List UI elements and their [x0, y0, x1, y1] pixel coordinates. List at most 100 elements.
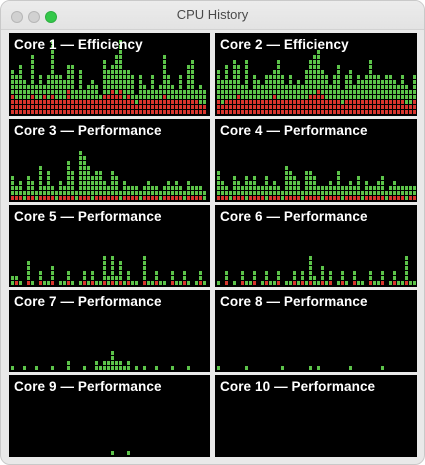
user-load-segment [365, 85, 368, 89]
user-load-segment [289, 181, 292, 185]
load-column [245, 281, 248, 285]
system-load-segment [131, 105, 134, 109]
user-load-segment [381, 90, 384, 94]
system-load-segment [163, 100, 166, 104]
user-load-segment [95, 176, 98, 180]
system-load-segment [409, 105, 412, 109]
user-load-segment [217, 70, 220, 74]
load-column [337, 281, 340, 285]
user-load-segment [39, 85, 42, 89]
load-column [245, 176, 248, 200]
user-load-segment [131, 186, 134, 190]
user-load-segment [163, 281, 166, 285]
user-load-segment [67, 186, 70, 190]
user-load-segment [265, 90, 268, 94]
user-load-segment [147, 90, 150, 94]
user-load-segment [59, 90, 62, 94]
load-column [179, 186, 182, 200]
user-load-segment [293, 90, 296, 94]
system-load-segment [265, 110, 268, 114]
user-load-segment [353, 90, 356, 94]
system-load-segment [147, 100, 150, 104]
system-load-segment [253, 281, 256, 285]
load-column [317, 366, 320, 370]
user-load-segment [187, 191, 190, 195]
title-bar[interactable]: CPU History [1, 1, 424, 30]
user-load-segment [409, 90, 412, 94]
user-load-segment [297, 90, 300, 94]
minimize-button[interactable] [28, 11, 40, 23]
system-load-segment [103, 196, 106, 200]
load-column [55, 191, 58, 200]
system-load-segment [111, 110, 114, 114]
load-column [409, 90, 412, 114]
system-load-segment [31, 196, 34, 200]
system-load-segment [51, 105, 54, 109]
load-column [225, 271, 228, 285]
user-load-segment [11, 80, 14, 84]
user-load-segment [221, 181, 224, 185]
load-column [11, 366, 14, 370]
load-column [147, 281, 150, 285]
core-8-graph: Core 8 — Performance [215, 290, 417, 372]
load-column [23, 80, 26, 114]
user-load-segment [67, 75, 70, 79]
user-load-segment [269, 90, 272, 94]
user-load-segment [301, 95, 304, 99]
zoom-button[interactable] [45, 11, 57, 23]
user-load-segment [265, 276, 268, 280]
user-load-segment [191, 186, 194, 190]
load-column [15, 276, 18, 285]
system-load-segment [313, 110, 316, 114]
user-load-segment [87, 176, 90, 180]
system-load-segment [221, 110, 224, 114]
load-column [305, 281, 308, 285]
system-load-segment [123, 100, 126, 104]
user-load-segment [47, 191, 50, 195]
user-load-segment [115, 85, 118, 89]
user-load-segment [147, 181, 150, 185]
load-column [281, 75, 284, 114]
system-load-segment [273, 105, 276, 109]
system-load-segment [143, 281, 146, 285]
system-load-segment [353, 100, 356, 104]
user-load-segment [187, 181, 190, 185]
user-load-segment [115, 276, 118, 280]
system-load-segment [71, 110, 74, 114]
user-load-segment [23, 196, 26, 200]
load-column [309, 366, 312, 370]
user-load-segment [217, 186, 220, 190]
user-load-segment [405, 191, 408, 195]
system-load-segment [87, 110, 90, 114]
user-load-segment [179, 281, 182, 285]
user-load-segment [241, 90, 244, 94]
user-load-segment [127, 451, 130, 455]
user-load-segment [39, 176, 42, 180]
user-load-segment [333, 85, 336, 89]
system-load-segment [309, 100, 312, 104]
user-load-segment [167, 191, 170, 195]
user-load-segment [369, 60, 372, 64]
user-load-segment [19, 85, 22, 89]
close-button[interactable] [11, 11, 23, 23]
load-column [241, 186, 244, 200]
user-load-segment [31, 181, 34, 185]
user-load-segment [337, 90, 340, 94]
user-load-segment [233, 80, 236, 84]
system-load-segment [301, 100, 304, 104]
user-load-segment [111, 70, 114, 74]
load-column [225, 186, 228, 200]
user-load-segment [321, 90, 324, 94]
system-load-segment [217, 105, 220, 109]
system-load-segment [309, 281, 312, 285]
user-load-segment [245, 80, 248, 84]
user-load-segment [111, 80, 114, 84]
user-load-segment [289, 281, 292, 285]
user-load-segment [309, 171, 312, 175]
load-column [245, 366, 248, 370]
system-load-segment [297, 100, 300, 104]
system-load-segment [293, 110, 296, 114]
user-load-segment [225, 271, 228, 275]
user-load-segment [155, 366, 158, 370]
user-load-segment [131, 281, 134, 285]
